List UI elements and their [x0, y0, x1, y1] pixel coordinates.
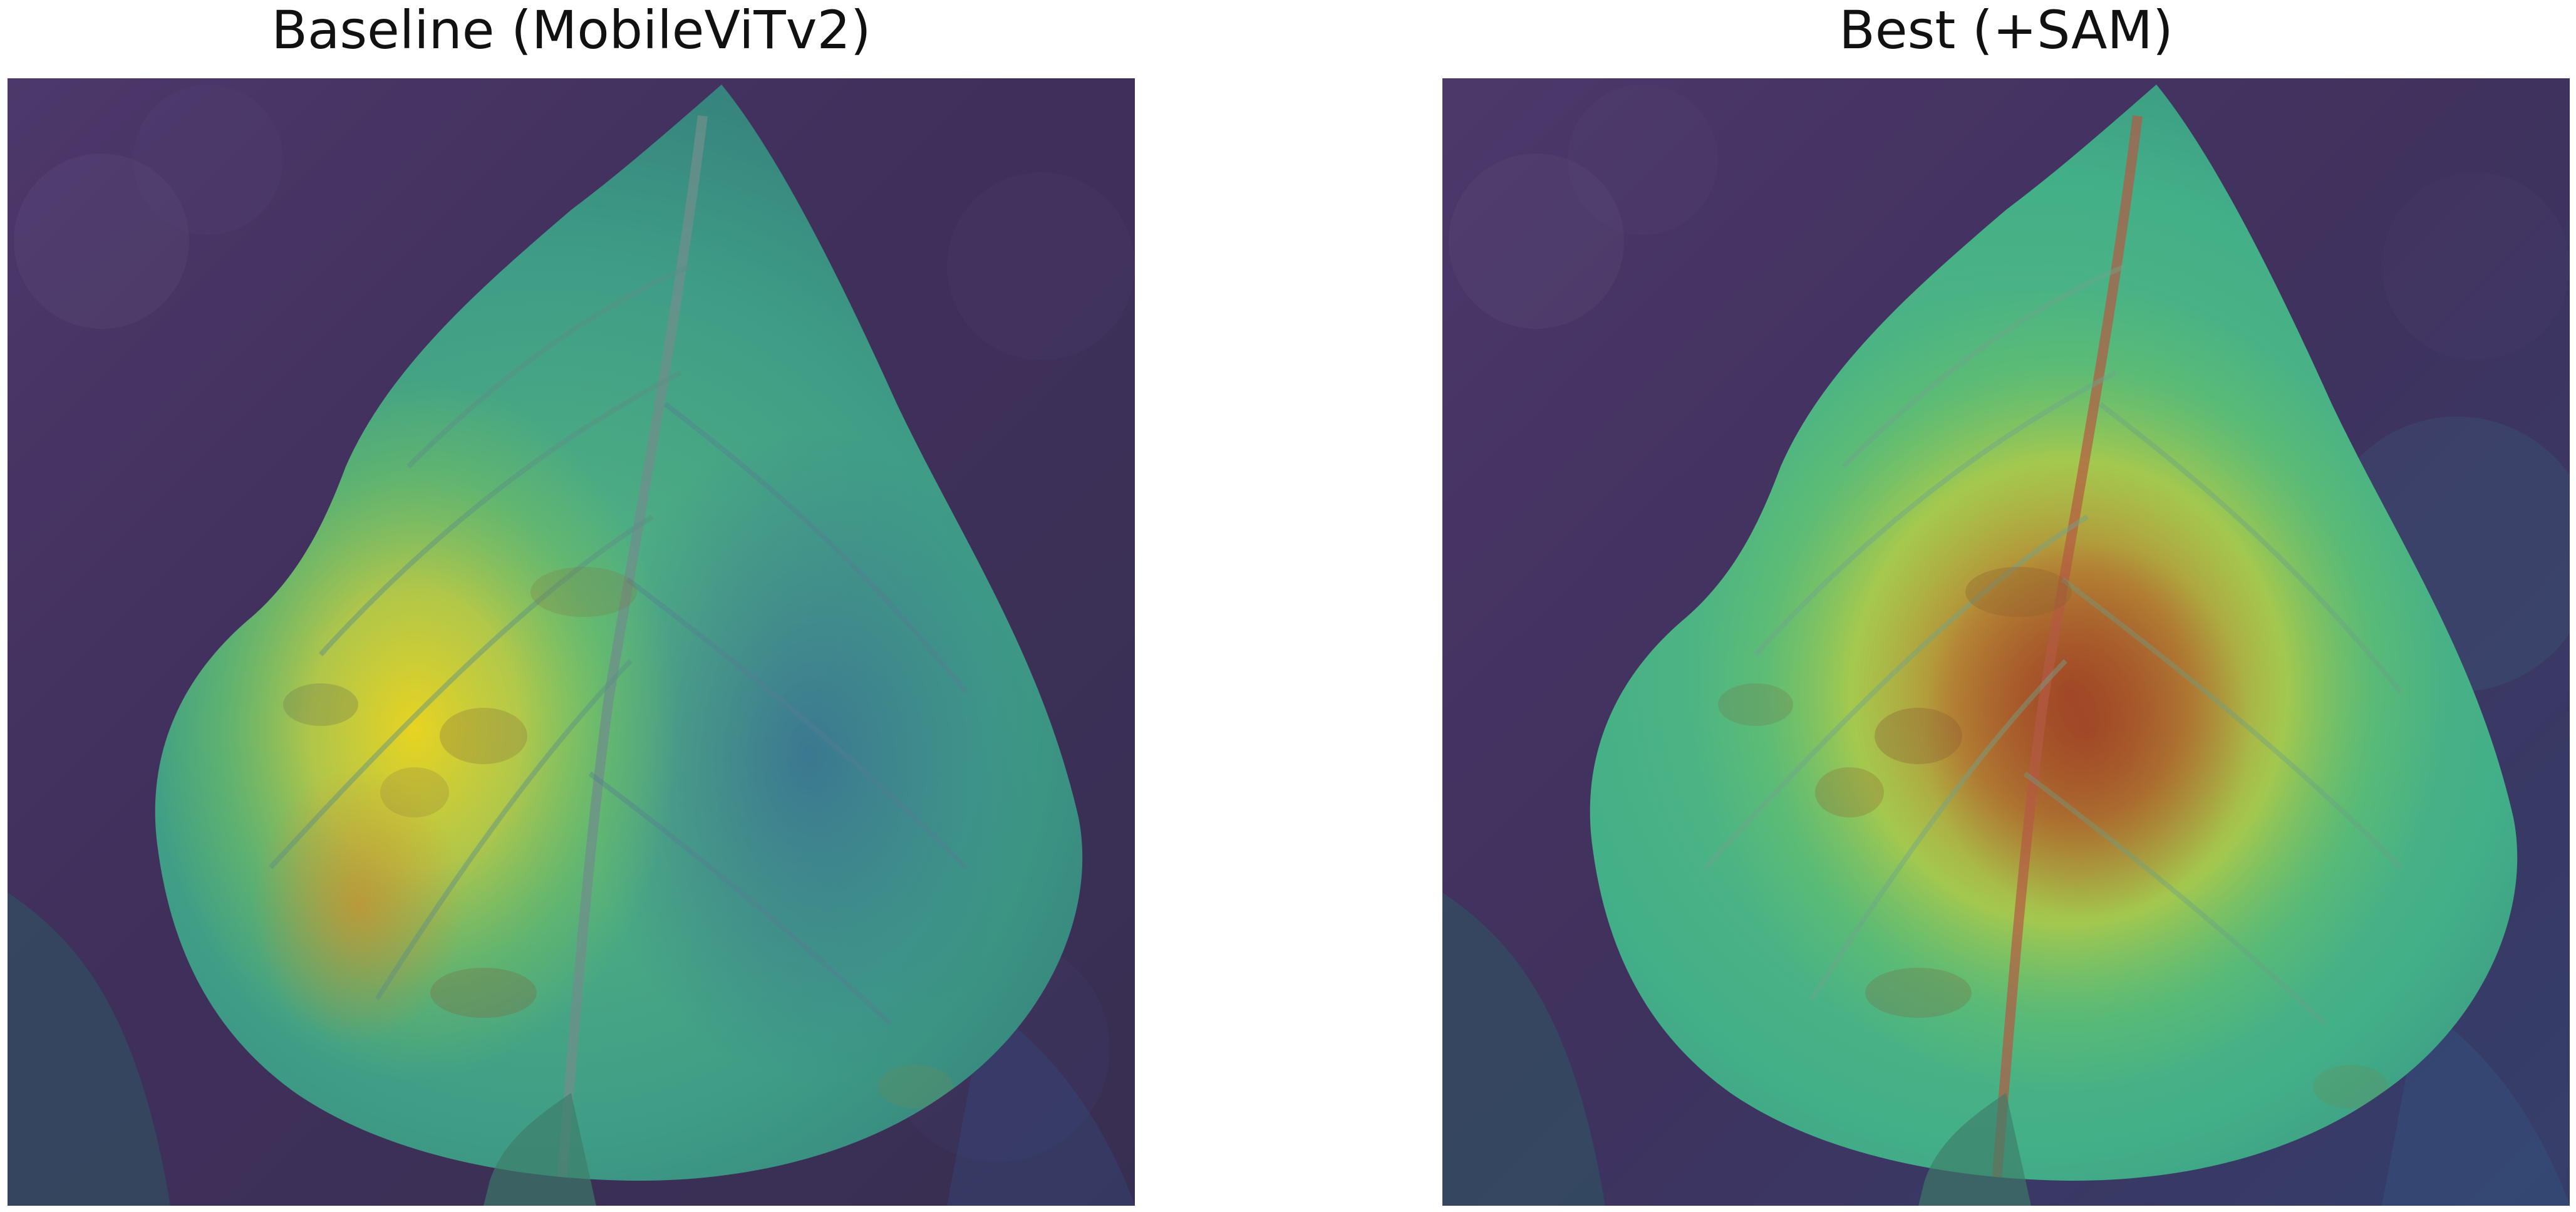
best-heatmap-image	[1442, 78, 2570, 1206]
best-heatmap-panel	[1442, 78, 2570, 1206]
baseline-heatmap-image	[8, 78, 1135, 1206]
baseline-heatmap-panel	[8, 78, 1135, 1206]
left-panel-title: Baseline (MobileViTv2)	[271, 0, 871, 61]
right-panel-title: Best (+SAM)	[1839, 0, 2173, 61]
